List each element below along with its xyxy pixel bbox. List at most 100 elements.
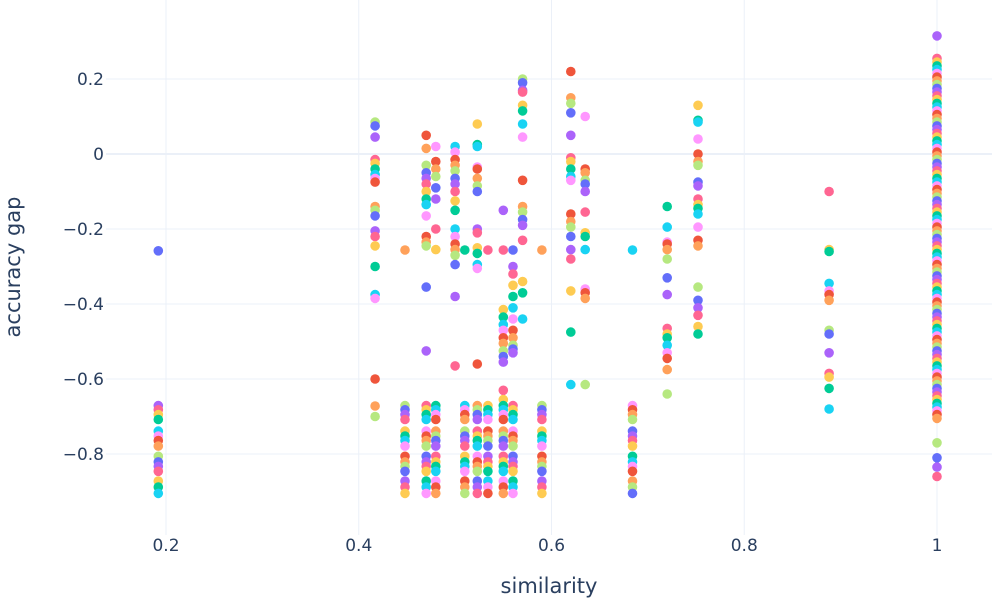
data-point [508, 441, 518, 451]
data-point [472, 359, 483, 369]
data-point [483, 488, 493, 499]
data-point [580, 111, 590, 122]
data-point [421, 466, 432, 477]
data-point [517, 220, 528, 231]
data-point [662, 254, 672, 264]
x-tick-label: 1 [932, 536, 943, 556]
data-point [400, 245, 410, 255]
data-point [517, 119, 528, 129]
data-point [566, 327, 576, 337]
data-point [370, 211, 380, 221]
data-point [483, 441, 493, 451]
data-point [566, 164, 576, 174]
data-point [498, 338, 509, 349]
x-axis-title: similarity [501, 574, 598, 598]
data-point [483, 414, 493, 425]
data-point [431, 224, 441, 234]
data-point [498, 385, 509, 396]
data-point [498, 312, 509, 322]
data-point [450, 224, 460, 234]
data-point [431, 441, 441, 451]
data-point [517, 276, 528, 287]
data-point [537, 245, 547, 255]
data-point [517, 87, 528, 97]
data-point [566, 286, 576, 296]
data-point [693, 100, 703, 111]
data-point [693, 241, 703, 251]
data-point [566, 66, 576, 77]
data-point [431, 171, 441, 182]
data-point [450, 361, 460, 371]
data-point [693, 295, 703, 306]
data-point [693, 181, 703, 191]
data-point [508, 466, 518, 477]
data-point [460, 441, 470, 451]
data-point [421, 488, 432, 499]
data-point [932, 413, 942, 424]
data-point [450, 291, 460, 302]
data-point [400, 466, 410, 477]
data-point [431, 164, 441, 174]
data-point [498, 488, 509, 499]
data-point [370, 374, 380, 384]
data-point [431, 194, 441, 204]
data-point [431, 414, 441, 425]
data-point [153, 414, 164, 425]
data-point [537, 488, 547, 499]
data-point [662, 244, 672, 255]
x-tick-label: 0.8 [731, 536, 758, 556]
data-point [508, 488, 518, 499]
data-point [153, 466, 164, 477]
data-point [580, 207, 590, 217]
data-point [517, 314, 528, 324]
data-point [421, 199, 432, 210]
data-point [662, 353, 672, 364]
data-point [472, 263, 483, 274]
data-point [421, 186, 432, 197]
data-point [824, 372, 834, 382]
data-point [693, 160, 703, 171]
data-point [370, 241, 380, 251]
y-tick-label: −0.6 [63, 370, 104, 390]
data-point [460, 488, 470, 499]
data-point [580, 379, 590, 390]
data-point [566, 222, 576, 232]
data-point [508, 261, 518, 272]
data-point [472, 141, 483, 152]
data-point [483, 466, 493, 477]
grid-layer [106, 0, 992, 535]
data-point [662, 340, 672, 351]
data-point [627, 466, 638, 477]
data-point [498, 466, 509, 477]
x-tick-label: 0.2 [152, 536, 179, 556]
data-point [370, 121, 380, 131]
data-point [508, 303, 518, 313]
data-point [693, 149, 703, 159]
data-point [566, 254, 576, 264]
y-tick-label: 0.2 [77, 70, 104, 90]
data-point [450, 186, 460, 197]
data-point [932, 471, 942, 482]
data-point [498, 441, 509, 451]
data-point [498, 325, 509, 336]
data-point [450, 205, 460, 216]
data-point [153, 441, 164, 451]
data-point [662, 364, 672, 375]
data-point [472, 186, 483, 197]
data-point [498, 357, 509, 367]
data-point [431, 244, 441, 255]
data-point [517, 288, 528, 298]
data-point [421, 143, 432, 154]
data-point [566, 156, 576, 167]
y-tick-label: 0 [93, 145, 104, 165]
data-point [450, 231, 460, 242]
data-point [580, 179, 590, 189]
data-point [824, 329, 834, 339]
data-point [508, 269, 518, 279]
data-point [693, 222, 703, 232]
data-point [400, 488, 410, 499]
data-point [627, 414, 638, 425]
data-point [421, 414, 432, 425]
data-point [450, 250, 460, 261]
